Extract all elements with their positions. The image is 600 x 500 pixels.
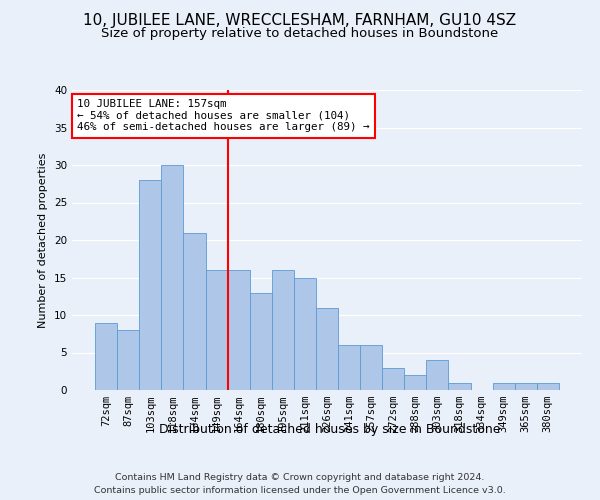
Bar: [515, 382, 537, 390]
Bar: [493, 382, 515, 390]
Bar: [250, 292, 272, 390]
Bar: [338, 345, 360, 390]
Bar: [272, 270, 294, 390]
Bar: [294, 278, 316, 390]
Bar: [448, 382, 470, 390]
Text: Size of property relative to detached houses in Boundstone: Size of property relative to detached ho…: [101, 28, 499, 40]
Bar: [139, 180, 161, 390]
Bar: [427, 360, 448, 390]
Bar: [227, 270, 250, 390]
Bar: [95, 322, 117, 390]
Bar: [382, 368, 404, 390]
Text: 10 JUBILEE LANE: 157sqm
← 54% of detached houses are smaller (104)
46% of semi-d: 10 JUBILEE LANE: 157sqm ← 54% of detache…: [77, 99, 370, 132]
Bar: [117, 330, 139, 390]
Bar: [360, 345, 382, 390]
Bar: [316, 308, 338, 390]
Bar: [161, 165, 184, 390]
Bar: [206, 270, 227, 390]
Y-axis label: Number of detached properties: Number of detached properties: [38, 152, 49, 328]
Text: 10, JUBILEE LANE, WRECCLESHAM, FARNHAM, GU10 4SZ: 10, JUBILEE LANE, WRECCLESHAM, FARNHAM, …: [83, 12, 517, 28]
Text: Distribution of detached houses by size in Boundstone: Distribution of detached houses by size …: [159, 422, 501, 436]
Text: Contains HM Land Registry data © Crown copyright and database right 2024.
Contai: Contains HM Land Registry data © Crown c…: [94, 474, 506, 495]
Bar: [537, 382, 559, 390]
Bar: [184, 232, 206, 390]
Bar: [404, 375, 427, 390]
